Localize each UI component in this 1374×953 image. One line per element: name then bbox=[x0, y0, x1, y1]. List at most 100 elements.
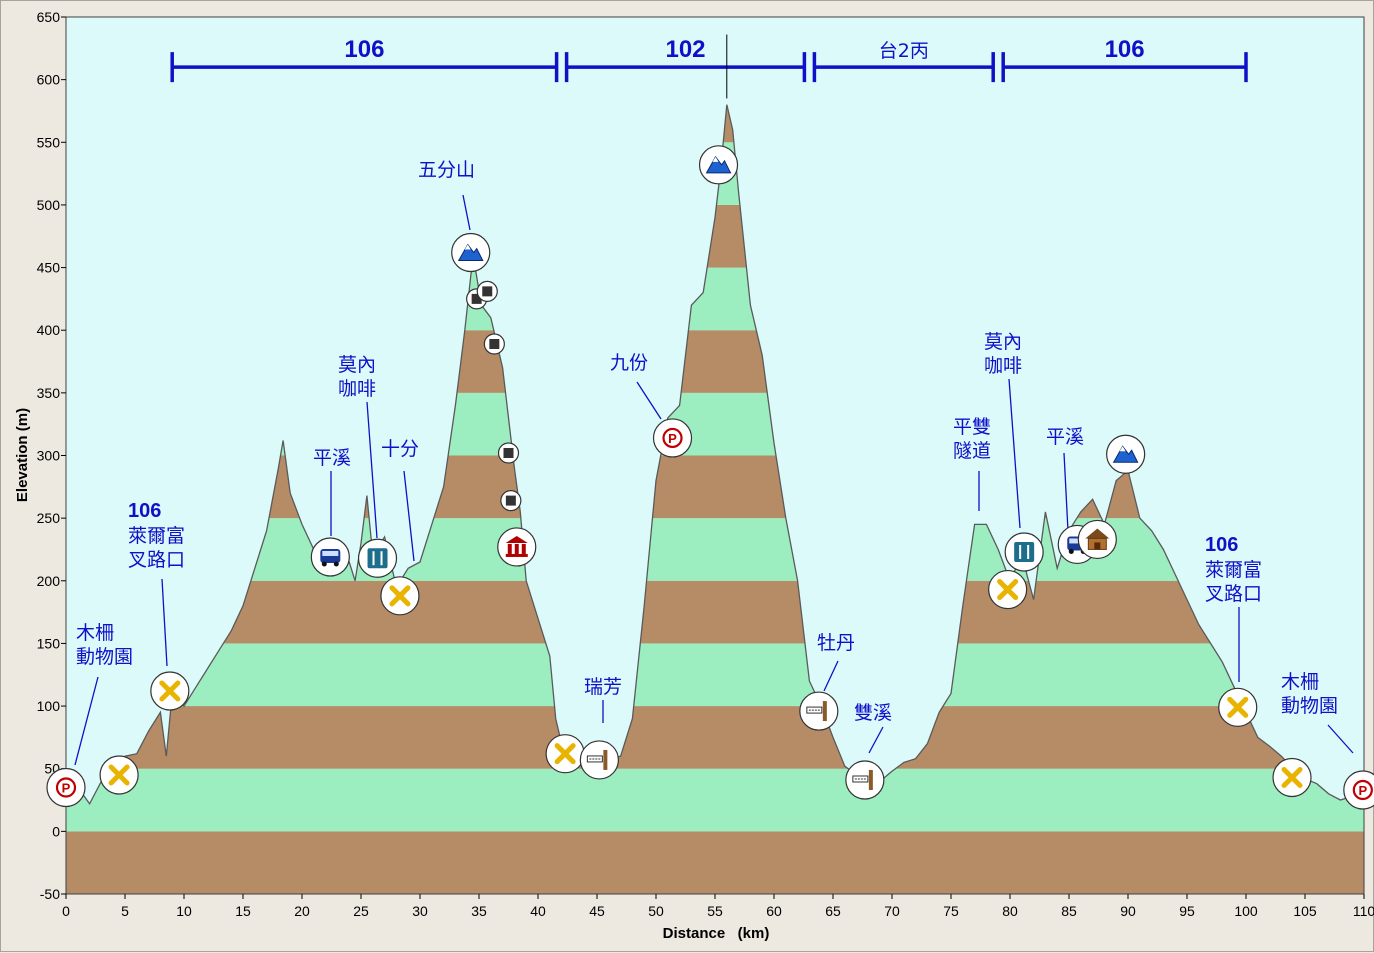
intersection-icon bbox=[988, 569, 1028, 610]
annotation-route-number: 106 bbox=[1205, 534, 1238, 556]
x-tick-label: 75 bbox=[943, 903, 959, 919]
parking-icon: P bbox=[1343, 770, 1374, 810]
x-tick-label: 5 bbox=[121, 903, 129, 919]
annotation-label: 動物園 bbox=[76, 646, 133, 668]
intersection-icon bbox=[99, 755, 139, 795]
annotation-label: 萊爾富 bbox=[128, 525, 185, 547]
y-tick-label: 550 bbox=[37, 134, 61, 150]
route-segment-label: 102 bbox=[665, 36, 705, 63]
elevation-band bbox=[66, 518, 1364, 581]
x-tick-label: 100 bbox=[1234, 903, 1258, 919]
axes: 0 5 10 15 20 25 30 35 40 45 50 55 60 65 70 75 80 85 90 95 10… bbox=[37, 9, 1374, 919]
annotation-label: 隧道 bbox=[953, 440, 991, 462]
y-tick-label: 350 bbox=[37, 385, 61, 401]
x-tick-label: 15 bbox=[235, 903, 251, 919]
elevation-band bbox=[66, 706, 1364, 769]
lodge-icon bbox=[1077, 519, 1117, 560]
y-tick-label: -50 bbox=[40, 886, 60, 902]
intersection-icon bbox=[380, 576, 420, 616]
annotation-label: 十分 bbox=[381, 438, 419, 460]
y-tick-label: 250 bbox=[37, 510, 61, 526]
route-segment-label: 台2丙 bbox=[879, 40, 929, 62]
annotation-leader-line bbox=[462, 194, 471, 231]
elevation-band bbox=[66, 831, 1364, 894]
annotation-leader-line bbox=[366, 401, 378, 539]
annotation-leader-line bbox=[74, 676, 99, 766]
annotation-leader-line bbox=[1063, 452, 1069, 532]
x-tick-label: 30 bbox=[412, 903, 428, 919]
annotation-leader-line bbox=[868, 726, 884, 754]
summit-icon bbox=[698, 145, 739, 185]
waypoint-icon bbox=[497, 442, 520, 464]
annotation-label: 叉路口 bbox=[1205, 583, 1262, 605]
parking-icon: P bbox=[652, 418, 693, 458]
annotation-leader-line bbox=[403, 470, 415, 562]
annotation-label: 莫內 bbox=[984, 331, 1022, 353]
intersection-icon bbox=[150, 671, 190, 711]
x-tick-label: 45 bbox=[589, 903, 605, 919]
annotation-label: 咖啡 bbox=[338, 378, 376, 400]
signpost-icon bbox=[799, 691, 839, 731]
annotation-label: 木柵 bbox=[1281, 671, 1319, 693]
annotation-label: 平雙 bbox=[953, 416, 991, 438]
annotation-leader-line bbox=[636, 381, 662, 420]
annotation-leader-line bbox=[823, 660, 839, 692]
summit-icon bbox=[451, 232, 491, 273]
signpost-icon bbox=[579, 740, 619, 780]
y-tick-label: 0 bbox=[52, 823, 60, 839]
x-tick-label: 65 bbox=[825, 903, 841, 919]
y-tick-label: 300 bbox=[37, 448, 61, 464]
x-tick-label: 105 bbox=[1293, 903, 1317, 919]
annotation-label: 動物園 bbox=[1281, 695, 1338, 717]
x-tick-label: 80 bbox=[1002, 903, 1018, 919]
x-axis-title: Distance (km) bbox=[663, 925, 770, 942]
waypoint-icon bbox=[476, 280, 498, 302]
y-tick-label: 600 bbox=[37, 72, 61, 88]
intersection-icon bbox=[1272, 757, 1312, 798]
x-tick-label: 85 bbox=[1061, 903, 1077, 919]
x-tick-label: 55 bbox=[707, 903, 723, 919]
annotation-label: 萊爾富 bbox=[1205, 559, 1262, 581]
x-tick-label: 95 bbox=[1179, 903, 1195, 919]
elevation-band bbox=[66, 580, 1364, 644]
svg-text:P: P bbox=[1358, 783, 1367, 798]
annotation-leader-line bbox=[1008, 378, 1021, 529]
route-segment-label: 106 bbox=[1105, 36, 1145, 63]
x-tick-label: 70 bbox=[884, 903, 900, 919]
x-tick-label: 20 bbox=[294, 903, 310, 919]
annotation-label: 牡丹 bbox=[817, 632, 855, 654]
intersection-icon bbox=[1218, 687, 1258, 727]
x-tick-label: 10 bbox=[176, 903, 192, 919]
annotation-label: 木柵 bbox=[76, 622, 114, 644]
bus-icon bbox=[310, 537, 350, 577]
restaurant-icon bbox=[357, 538, 398, 578]
x-tick-label: 35 bbox=[471, 903, 487, 919]
y-tick-label: 650 bbox=[37, 9, 61, 25]
annotation-leaders bbox=[74, 194, 1354, 766]
y-tick-label: 150 bbox=[37, 635, 61, 651]
x-tick-label: 25 bbox=[353, 903, 369, 919]
annotation-label: 平溪 bbox=[1046, 426, 1084, 448]
annotation-label: 平溪 bbox=[313, 447, 351, 469]
annotation-label: 叉路口 bbox=[128, 549, 185, 571]
route-segment-label: 106 bbox=[344, 36, 384, 63]
annotation-label: 瑞芳 bbox=[584, 676, 622, 698]
annotation-label: 雙溪 bbox=[854, 702, 892, 724]
y-tick-label: 200 bbox=[37, 573, 61, 589]
x-tick-label: 60 bbox=[766, 903, 782, 919]
annotation-label: 九份 bbox=[610, 352, 648, 374]
annotation-label: 五分山 bbox=[418, 159, 475, 181]
waypoint-icon bbox=[500, 490, 522, 512]
x-tick-label: 50 bbox=[648, 903, 664, 919]
annotation-leader-line bbox=[1327, 724, 1354, 754]
restaurant-icon bbox=[1004, 532, 1044, 572]
parking-icon: P bbox=[46, 767, 86, 808]
poi-annotations: 木柵動物園106萊爾富叉路口平溪莫內咖啡十分五分山瑞芳九份牡丹雙溪平雙隧道莫內咖… bbox=[76, 159, 1338, 724]
x-tick-label: 40 bbox=[530, 903, 546, 919]
elevation-band bbox=[66, 643, 1364, 707]
y-tick-label: 400 bbox=[37, 322, 61, 338]
poi-markers: P P P bbox=[46, 145, 1374, 810]
elevation-profile-line bbox=[65, 104, 1365, 806]
